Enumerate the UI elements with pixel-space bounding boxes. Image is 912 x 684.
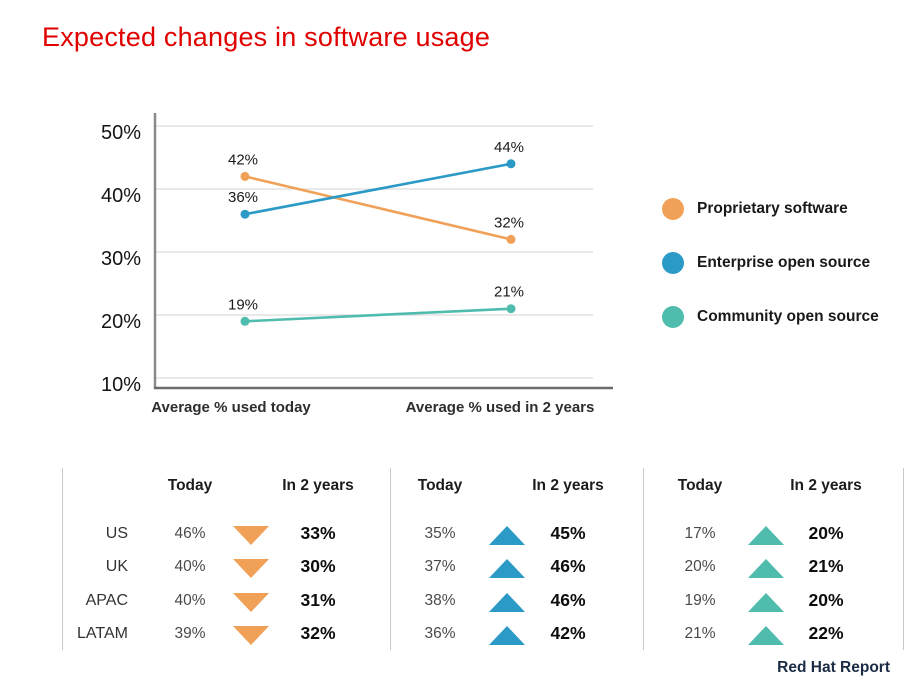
in-2-years-value: 33% — [300, 523, 336, 543]
trend-down-icon — [233, 559, 269, 579]
data-point — [506, 234, 516, 244]
y-tick-label: 10% — [101, 374, 141, 396]
data-point-label: 44% — [494, 139, 524, 156]
in-2-years-value: 46% — [550, 556, 586, 577]
y-tick-label: 30% — [101, 248, 141, 270]
legend-item: Community open source — [662, 306, 879, 328]
trend-down-icon — [233, 592, 269, 612]
legend-label: Proprietary software — [697, 200, 848, 217]
data-point — [240, 171, 250, 181]
legend-dot-icon — [662, 198, 684, 220]
today-value: 40% — [174, 558, 206, 576]
trend-up-icon — [748, 526, 784, 545]
today-value: 38% — [424, 591, 456, 609]
data-point-label: 21% — [494, 284, 524, 301]
legend-item: Enterprise open source — [662, 252, 879, 274]
data-point — [240, 209, 250, 219]
y-tick-label: 20% — [101, 311, 141, 333]
trend-up-icon — [748, 626, 784, 646]
today-value: 17% — [684, 525, 716, 542]
today-value: 19% — [684, 591, 716, 609]
in-2-years-value: 31% — [300, 589, 336, 610]
trend-up-icon — [489, 526, 525, 545]
table-divider — [903, 468, 904, 650]
column-header-today: Today — [167, 477, 213, 494]
trend-up-icon — [489, 626, 525, 646]
column-header-in-2-years: In 2 years — [282, 477, 354, 494]
trend-up-icon — [748, 592, 784, 612]
region-label: UK — [105, 558, 128, 576]
in-2-years-value: 45% — [550, 523, 586, 543]
y-tick-label: 40% — [101, 185, 141, 207]
chart-legend: Proprietary software Enterprise open sour… — [662, 198, 879, 328]
region-label: US — [105, 525, 128, 542]
table-divider — [643, 468, 644, 650]
x-axis-label-in-2-years: Average % used in 2 years — [405, 399, 595, 416]
in-2-years-value: 20% — [808, 523, 844, 543]
today-value: 35% — [424, 525, 456, 542]
trend-up-icon — [748, 559, 784, 579]
today-value: 37% — [424, 558, 456, 576]
in-2-years-value: 21% — [808, 556, 844, 577]
in-2-years-value: 46% — [550, 589, 586, 610]
column-header-in-2-years: In 2 years — [532, 477, 604, 494]
today-value: 39% — [174, 625, 206, 643]
table-divider — [390, 468, 391, 650]
trend-up-icon — [489, 559, 525, 579]
data-point-label: 19% — [228, 296, 258, 313]
legend-label: Enterprise open source — [697, 254, 871, 271]
today-value: 20% — [684, 558, 716, 576]
region-label: LATAM — [77, 625, 128, 643]
legend-label: Community open source — [697, 308, 879, 325]
data-point — [506, 304, 516, 314]
trend-down-icon — [233, 526, 269, 545]
in-2-years-value: 42% — [550, 623, 586, 644]
series-line — [244, 307, 512, 323]
column-header-in-2-years: In 2 years — [790, 477, 862, 494]
data-point-label: 32% — [494, 214, 524, 231]
line-chart: 50% 40% 30% 20% 10% 42% 32% 36% 44% 19% 21% — [101, 113, 613, 396]
trend-down-icon — [233, 626, 269, 646]
today-value: 36% — [424, 625, 456, 643]
in-2-years-value: 32% — [300, 623, 336, 644]
in-2-years-value: 30% — [300, 556, 336, 577]
series-line — [244, 162, 512, 216]
column-header-today: Today — [417, 477, 463, 494]
data-point — [506, 159, 516, 169]
in-2-years-value: 20% — [808, 589, 844, 610]
in-2-years-value: 22% — [808, 623, 844, 644]
column-header-today: Today — [677, 477, 723, 494]
today-value: 40% — [174, 591, 206, 609]
series-line — [244, 175, 512, 241]
trend-up-icon — [489, 592, 525, 612]
data-point — [240, 316, 250, 326]
legend-dot-icon — [662, 306, 684, 328]
data-point-label: 36% — [228, 189, 258, 206]
report-credit: Red Hat Report — [777, 659, 890, 676]
x-axis-label-today: Average % used today — [151, 399, 311, 416]
data-point-label: 42% — [228, 151, 258, 168]
legend-dot-icon — [662, 252, 684, 274]
table-divider — [62, 468, 63, 650]
legend-item: Proprietary software — [662, 198, 879, 220]
today-value: 46% — [174, 525, 206, 542]
today-value: 21% — [684, 625, 716, 643]
page-title: Expected changes in software usage — [42, 22, 491, 52]
region-label: APAC — [85, 591, 128, 609]
y-tick-label: 50% — [101, 122, 141, 144]
